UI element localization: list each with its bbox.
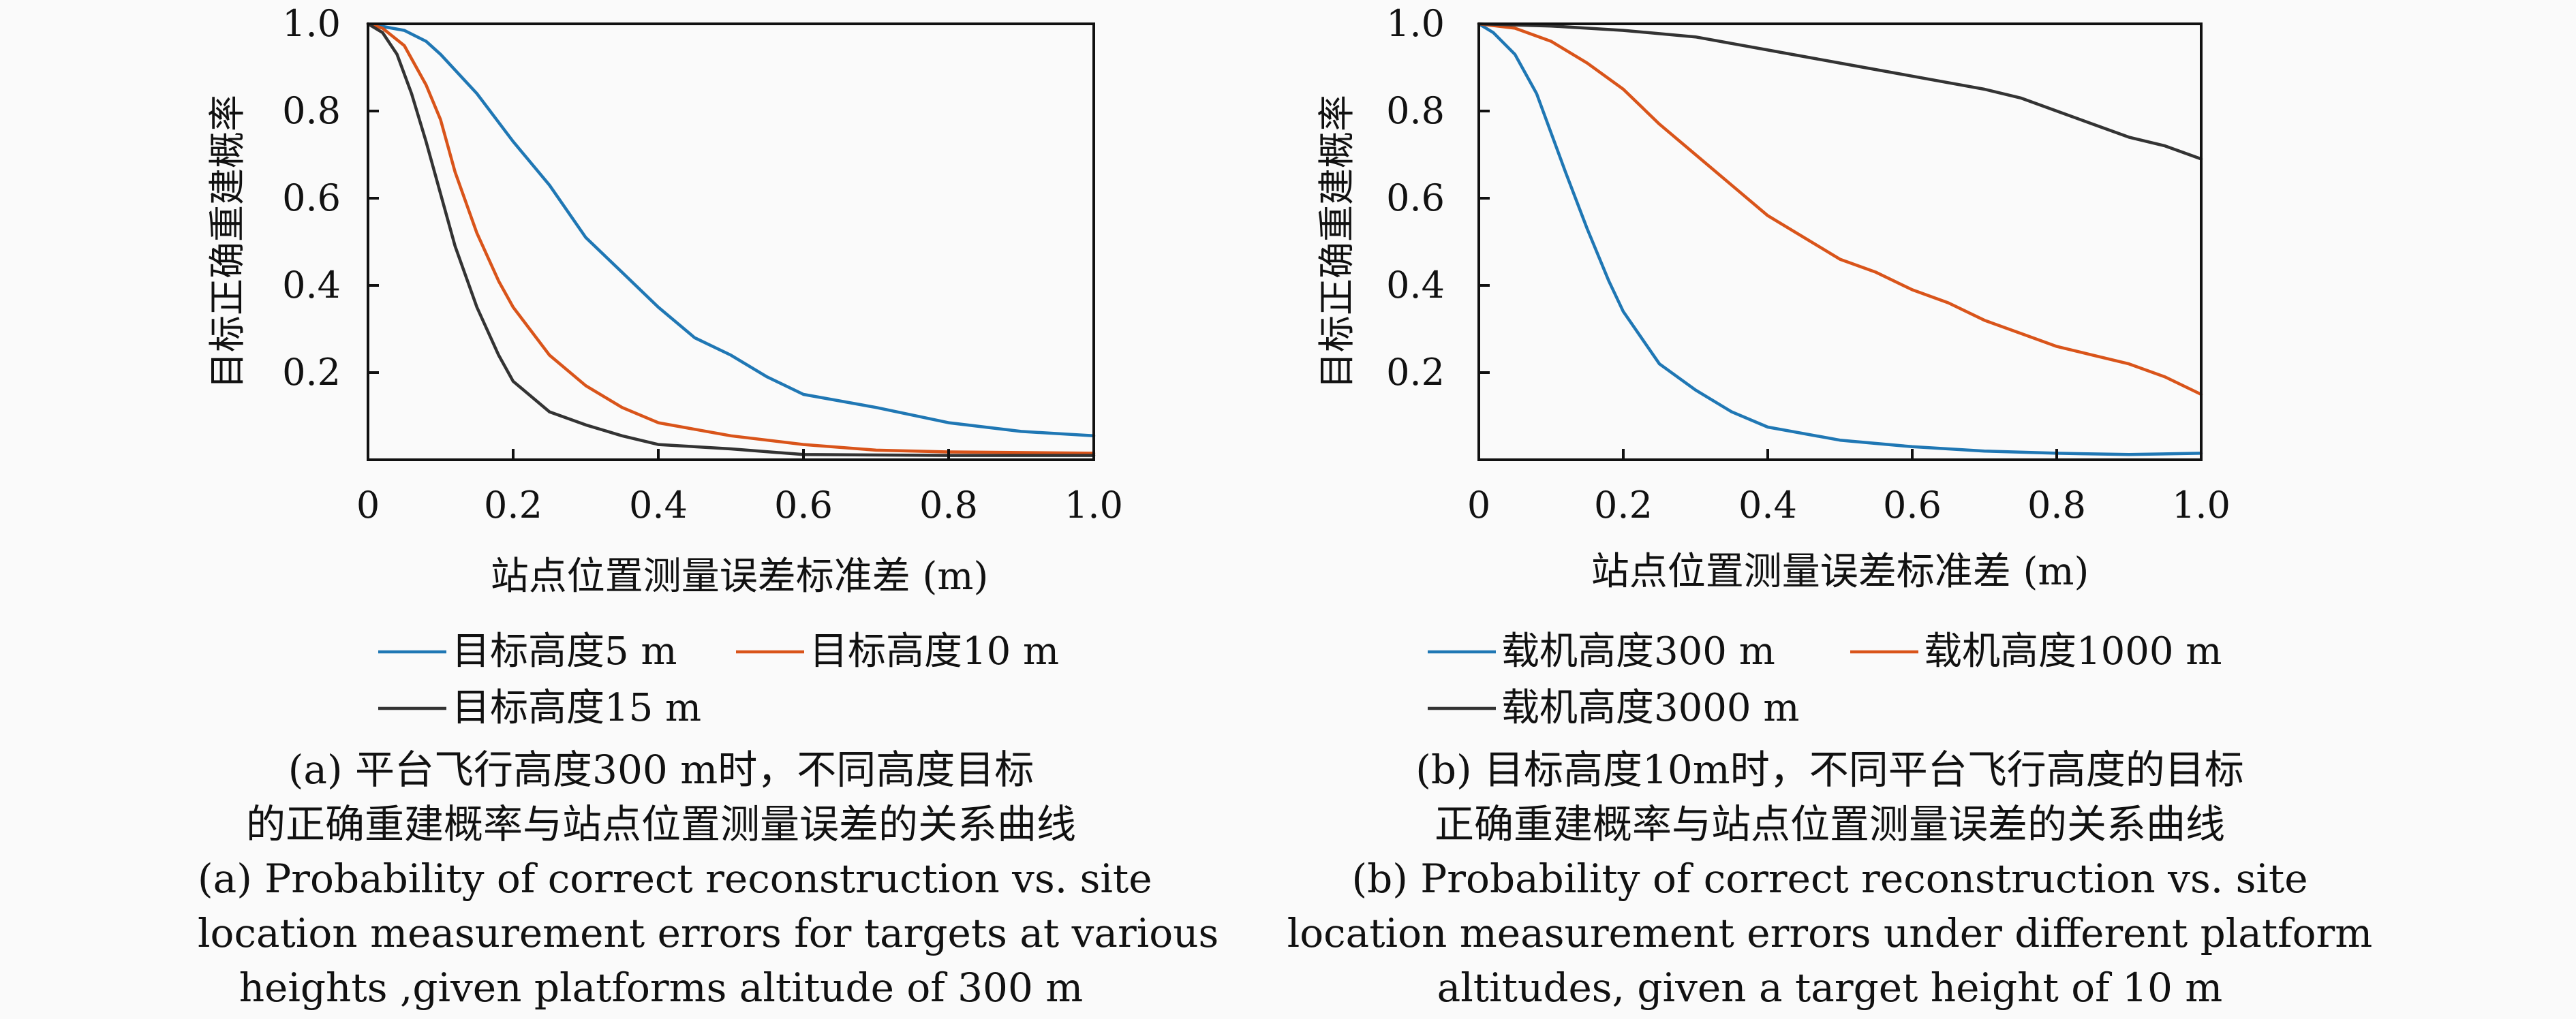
x-tick-label: 0.6 bbox=[1883, 484, 1942, 527]
x-tick-label: 0 bbox=[1467, 484, 1490, 527]
caption-zh-line: (b) 目标高度10m时，不同平台飞行高度的目标 bbox=[1415, 747, 2244, 793]
legend-label-1: 目标高度5 m bbox=[452, 629, 677, 674]
y-tick-label: 1.0 bbox=[282, 2, 341, 45]
caption-en-line: (b) Probability of correct reconstructio… bbox=[1351, 856, 2308, 902]
plot-frame bbox=[1477, 22, 2203, 461]
caption-zh-line: (a) 平台飞行高度300 m时，不同高度目标 bbox=[288, 747, 1034, 793]
series-line-2 bbox=[1477, 22, 2203, 396]
caption-en-line: location measurement errors for targets … bbox=[198, 910, 1219, 956]
legend-label-3: 目标高度15 m bbox=[452, 686, 701, 730]
ticks-layer: 0 0.2 0.4 0.6 0.8 1.0 0.2 0.4 0.6 0.8 1.0 bbox=[282, 2, 1123, 527]
series-layer bbox=[1477, 22, 2203, 456]
panel-b: 0 0.2 0.4 0.6 0.8 1.0 0.2 0.4 0.6 0.8 1.0 目标正确重建概率… bbox=[1315, 2, 2230, 730]
y-tick-label: 0.2 bbox=[1386, 351, 1445, 394]
y-tick-label: 0.2 bbox=[282, 351, 341, 394]
series-line-1 bbox=[1477, 22, 2203, 456]
x-tick-label: 0.4 bbox=[1738, 484, 1797, 527]
panel-a: 0 0.2 0.4 0.6 0.8 1.0 0.2 0.4 0.6 0.8 1.0 目标正确重建概率… bbox=[206, 2, 1123, 730]
legend-label-2: 载机高度1000 m bbox=[1924, 629, 2222, 674]
x-axis-label: 站点位置测量误差标准差 (m) bbox=[1591, 550, 2089, 594]
x-tick-label: 0.8 bbox=[2027, 484, 2086, 527]
y-tick-label: 1.0 bbox=[1386, 2, 1445, 45]
x-tick-label: 0.2 bbox=[1594, 484, 1653, 527]
x-tick-label: 1.0 bbox=[2172, 484, 2230, 527]
caption-en-line: location measurement errors under differ… bbox=[1287, 910, 2373, 956]
legend: 载机高度300 m 载机高度1000 m 载机高度3000 m bbox=[1428, 629, 2222, 730]
x-tick-label: 0.8 bbox=[919, 484, 978, 527]
plot-frame bbox=[367, 22, 1095, 461]
caption-zh-line: 的正确重建概率与站点位置测量误差的关系曲线 bbox=[245, 801, 1076, 847]
caption-zh-line: 正确重建概率与站点位置测量误差的关系曲线 bbox=[1434, 801, 2225, 847]
caption-en-line: altitudes, given a target height of 10 m bbox=[1437, 965, 2223, 1011]
y-axis-label: 目标正确重建概率 bbox=[1315, 95, 1358, 389]
ticks-layer: 0 0.2 0.4 0.6 0.8 1.0 0.2 0.4 0.6 0.8 1.0 bbox=[1386, 2, 2230, 527]
x-tick-label: 1.0 bbox=[1064, 484, 1123, 527]
legend-label-1: 载机高度300 m bbox=[1501, 629, 1775, 674]
caption-a: (a) 平台飞行高度300 m时，不同高度目标 的正确重建概率与站点位置测量误差… bbox=[198, 742, 1219, 1015]
y-tick-label: 0.4 bbox=[282, 264, 341, 307]
legend: 目标高度5 m 目标高度10 m 目标高度15 m bbox=[378, 629, 1059, 730]
y-tick-label: 0.6 bbox=[1386, 176, 1445, 219]
x-axis-label: 站点位置测量误差标准差 (m) bbox=[491, 554, 989, 599]
x-tick-label: 0.4 bbox=[629, 484, 688, 527]
series-layer bbox=[366, 22, 1096, 457]
caption-en-line: heights ,given platforms altitude of 300… bbox=[239, 965, 1084, 1011]
y-tick-label: 0.8 bbox=[1386, 89, 1445, 132]
y-axis-label: 目标正确重建概率 bbox=[206, 95, 249, 389]
legend-label-3: 载机高度3000 m bbox=[1501, 686, 1799, 730]
caption-en-line: (a) Probability of correct reconstructio… bbox=[198, 856, 1152, 902]
x-tick-label: 0.2 bbox=[484, 484, 542, 527]
caption-b: (b) 目标高度10m时，不同平台飞行高度的目标 正确重建概率与站点位置测量误差… bbox=[1278, 742, 2382, 1015]
series-line-3 bbox=[1477, 22, 2203, 161]
x-tick-label: 0.6 bbox=[774, 484, 833, 527]
legend-label-2: 目标高度10 m bbox=[810, 629, 1059, 674]
x-tick-label: 0 bbox=[356, 484, 380, 527]
y-tick-label: 0.4 bbox=[1386, 264, 1445, 307]
series-line-2 bbox=[366, 22, 1096, 455]
y-tick-label: 0.8 bbox=[282, 89, 341, 132]
y-tick-label: 0.6 bbox=[282, 176, 341, 219]
series-line-3 bbox=[366, 22, 1096, 457]
series-line-1 bbox=[366, 22, 1096, 438]
